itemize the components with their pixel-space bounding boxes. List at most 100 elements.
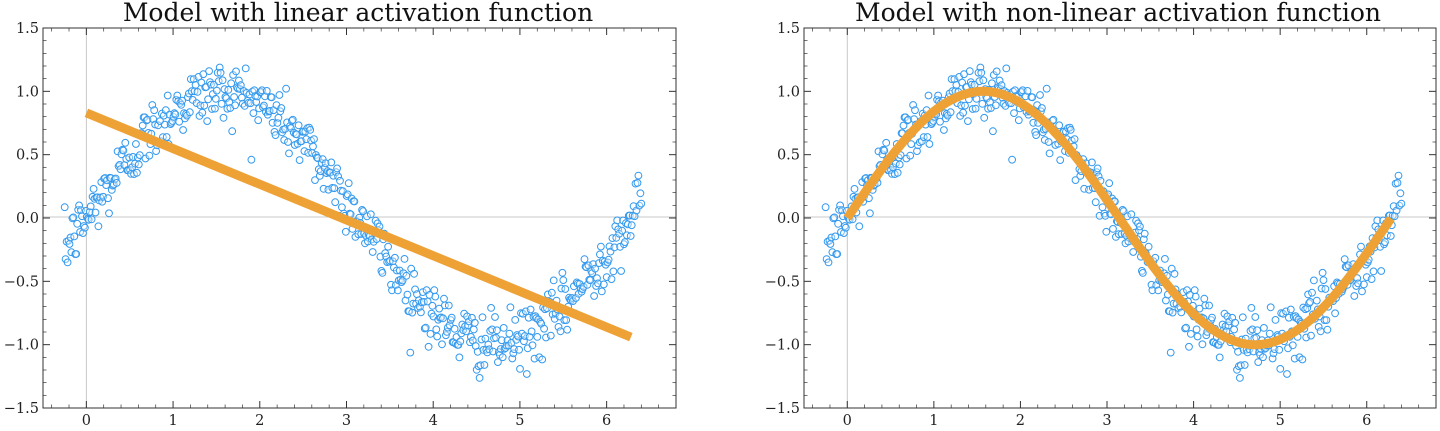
scatter-point — [1298, 355, 1307, 364]
scatter-point — [988, 79, 996, 88]
scatter-point — [936, 117, 944, 126]
scatter-point — [1266, 303, 1275, 312]
scatter-point — [1193, 332, 1202, 341]
scatter-point — [947, 75, 956, 83]
y-tick-label-2: −0.5 — [4, 274, 39, 290]
scatter-point — [338, 203, 346, 212]
scatter-point — [506, 303, 515, 312]
y-tick-label-3: 0.0 — [16, 211, 39, 227]
scatter-point — [430, 286, 439, 295]
scatter-point — [456, 337, 465, 346]
scatter-point — [934, 91, 942, 100]
scatter-point — [494, 358, 502, 367]
scatter-point — [1190, 286, 1199, 295]
x-tick-label-3: 3 — [342, 413, 351, 429]
scatter-point — [1200, 294, 1209, 303]
scatter-point — [493, 326, 501, 335]
x-tick-label-0: 0 — [82, 413, 91, 429]
scatter-point — [435, 304, 444, 313]
scatter-point — [1070, 135, 1079, 144]
x-tick-label-1: 1 — [929, 413, 938, 429]
scatter-point — [924, 91, 933, 100]
scatter-point — [899, 121, 908, 130]
scatter-point — [528, 341, 537, 350]
scatter-point — [1109, 225, 1117, 233]
scatter-point — [1275, 345, 1284, 354]
scatter-point — [231, 101, 240, 110]
scatter-point — [511, 316, 520, 324]
scatter-point — [1323, 325, 1332, 334]
scatter-point — [558, 268, 567, 277]
scatter-point — [260, 101, 268, 110]
scatter-point — [1148, 286, 1157, 295]
x-tick-label-2: 2 — [1016, 413, 1025, 429]
scatter-point — [288, 115, 297, 124]
scatter-point — [205, 67, 214, 75]
scatter-point — [1397, 199, 1406, 208]
scatter-point — [1014, 116, 1023, 125]
panel-linear: Model with linear activation function 0 … — [4, 0, 677, 429]
scatter-point — [400, 255, 409, 263]
scatter-point — [63, 258, 72, 267]
chart-title-nonlinear: Model with non-linear activation functio… — [855, 0, 1381, 27]
scatter-point — [275, 91, 284, 99]
scatter-point — [1286, 305, 1295, 314]
scatter-point — [1240, 361, 1249, 369]
scatter-point — [978, 99, 987, 108]
scatter-point — [505, 329, 514, 338]
scatter-point — [81, 223, 89, 232]
scatter-point — [455, 353, 464, 362]
scatter-point — [893, 168, 902, 177]
scatter-point — [193, 88, 202, 96]
scatter-point — [487, 304, 496, 312]
scatter-point — [204, 95, 213, 104]
scatter-point — [1369, 267, 1378, 276]
scatter-point — [1393, 179, 1402, 187]
scatter-point — [402, 271, 411, 280]
scatter-point — [1138, 269, 1147, 277]
scatter-point — [254, 116, 263, 125]
scatter-point — [485, 345, 494, 354]
scatter-point — [91, 208, 100, 217]
scatter-point — [65, 240, 74, 248]
scatter-point — [1166, 348, 1175, 357]
scatter-point — [218, 76, 227, 85]
scatter-point — [572, 294, 580, 302]
scatter-point — [1008, 155, 1016, 164]
scatter-point — [1394, 171, 1403, 180]
scatter-point — [1253, 326, 1262, 335]
y-tick-label-4: 0.5 — [16, 148, 39, 164]
scatter-point — [440, 294, 448, 303]
scatter-point — [1091, 198, 1100, 207]
scatter-point — [1316, 327, 1325, 336]
scatter-point — [964, 117, 972, 125]
scatter-point — [211, 104, 219, 113]
scatter-point — [267, 93, 276, 102]
scatter-point — [544, 290, 552, 299]
scatter-point — [152, 147, 161, 156]
scatter-point — [1028, 93, 1037, 102]
scatter-point — [604, 255, 613, 264]
x-tick-label-1: 1 — [168, 413, 177, 429]
scatter-point — [1236, 374, 1244, 382]
scatter-point — [393, 286, 402, 295]
scatter-point — [196, 101, 205, 110]
x-tick-label-5: 5 — [515, 413, 524, 429]
scatter-point — [1350, 292, 1359, 300]
scatter-point — [133, 168, 141, 177]
scatter-point — [185, 108, 194, 117]
scatter-point — [630, 212, 639, 221]
scatter-point — [421, 323, 430, 332]
scatter-point — [579, 282, 588, 291]
scatter-point — [1306, 298, 1314, 306]
scatter-point — [613, 216, 622, 225]
scatter-point — [143, 115, 152, 124]
scatter-point — [538, 355, 547, 364]
scatter-point — [173, 91, 182, 100]
scatter-point — [1247, 304, 1256, 312]
scatter-point — [336, 176, 344, 185]
scatter-point — [277, 104, 286, 112]
x-tick-label-2: 2 — [255, 413, 264, 429]
scatter-point — [391, 253, 399, 262]
